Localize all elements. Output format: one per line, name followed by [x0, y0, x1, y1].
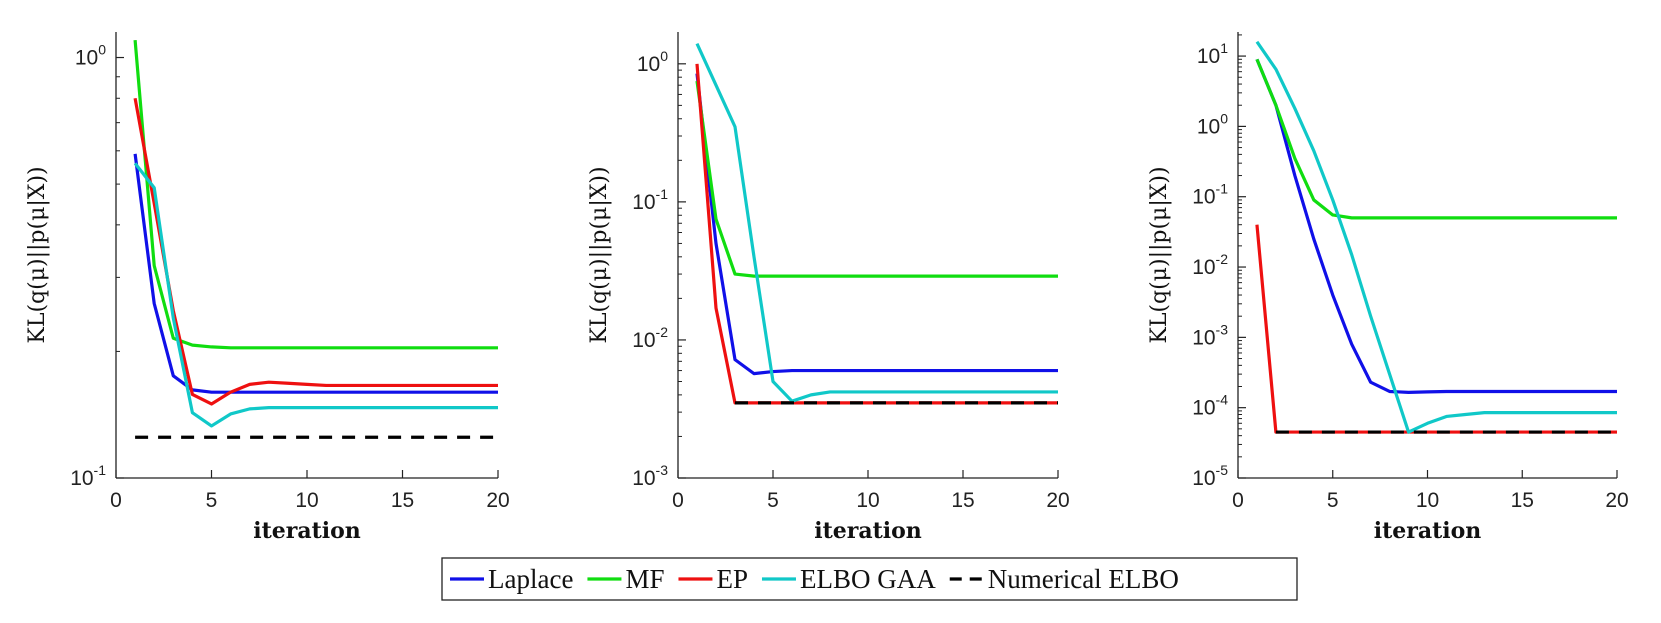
series-laplace-line	[133, 153, 498, 394]
y-tick-label: 10-1	[1192, 181, 1228, 209]
legend-label: ELBO GAA	[800, 564, 936, 594]
y-tick-label: 101	[1197, 40, 1228, 68]
y-tick-label: 100	[637, 48, 668, 76]
x-tick-label: 10	[295, 489, 318, 512]
series-laplace-line	[695, 73, 1058, 376]
series-mf-line	[1255, 58, 1617, 220]
x-tick-label: 20	[1605, 489, 1628, 512]
legend-label: Laplace	[488, 564, 573, 594]
x-tick-label: 0	[110, 489, 122, 512]
x-tick-label: 5	[206, 489, 218, 512]
y-axis-label: KL(q(μ)||p(μ|X))	[25, 166, 50, 343]
series-elbo-gaa-line	[133, 162, 498, 428]
y-tick-label: 10-5	[1192, 462, 1228, 490]
x-tick-label: 10	[856, 489, 879, 512]
series-elbo-gaa-line	[1255, 40, 1617, 434]
y-axis-label: KL(q(μ)||p(μ|X))	[587, 166, 612, 343]
y-axis-label: KL(q(μ)||p(μ|X))	[1147, 166, 1172, 343]
y-tick-label: 10-2	[1192, 251, 1228, 279]
legend-item-numerical-elbo: Numerical ELBO	[949, 564, 1179, 594]
legend-item-mf: MF	[587, 564, 664, 594]
chart-panel-3: 101 100 10-1 10-2 10-3 10-4 10-50 5 10 15 20 iterat…	[1147, 32, 1629, 544]
y-tick-label: 10-1	[70, 462, 106, 490]
legend-box	[441, 557, 1298, 601]
y-tick-label: 10-4	[1192, 392, 1228, 420]
x-tick-label: 0	[1232, 489, 1244, 512]
x-tick-label: 20	[1046, 489, 1069, 512]
y-tick-label: 100	[75, 42, 106, 70]
series-mf-line	[133, 39, 498, 350]
x-tick-label: 5	[1327, 489, 1339, 512]
y-tick-label: 10-2	[632, 324, 668, 352]
x-tick-label: 5	[767, 489, 779, 512]
legend-label: MF	[625, 564, 664, 594]
series-ep-line	[1255, 224, 1617, 434]
x-axis-label: iteration	[1374, 518, 1482, 544]
series-laplace-line	[1255, 58, 1617, 394]
x-tick-label: 15	[1511, 489, 1534, 512]
y-tick-label: 10-1	[632, 186, 668, 214]
legend-item-laplace: Laplace	[450, 564, 573, 594]
legend-label: EP	[716, 564, 748, 594]
y-tick-label: 10-3	[632, 462, 668, 490]
legend-item-ep: EP	[678, 564, 748, 594]
x-axis-label: iteration	[814, 518, 922, 544]
x-tick-label: 20	[486, 489, 509, 512]
y-tick-label: 100	[1197, 110, 1228, 138]
x-tick-label: 10	[1416, 489, 1439, 512]
chart-panel-1: 100 10-10 5 10 15 20 iteration KL(q(μ)||p(μ|X))	[25, 32, 510, 544]
chart-panel-2: 100 10-1 10-2 10-30 5 10 15 20 iteration KL(q(μ)|…	[587, 32, 1070, 544]
x-tick-label: 0	[672, 489, 684, 512]
series-ep-line	[133, 97, 498, 406]
y-tick-label: 10-3	[1192, 321, 1228, 349]
legend-item-elbo-gaa: ELBO GAA	[761, 564, 936, 594]
legend: Laplace MF EP ELBO GAA Numerical ELBO	[441, 557, 1298, 601]
legend-label: Numerical ELBO	[988, 564, 1179, 594]
x-axis-label: iteration	[253, 518, 361, 544]
series-elbo-gaa-line	[695, 42, 1058, 403]
x-tick-label: 15	[391, 489, 414, 512]
x-tick-label: 15	[951, 489, 974, 512]
